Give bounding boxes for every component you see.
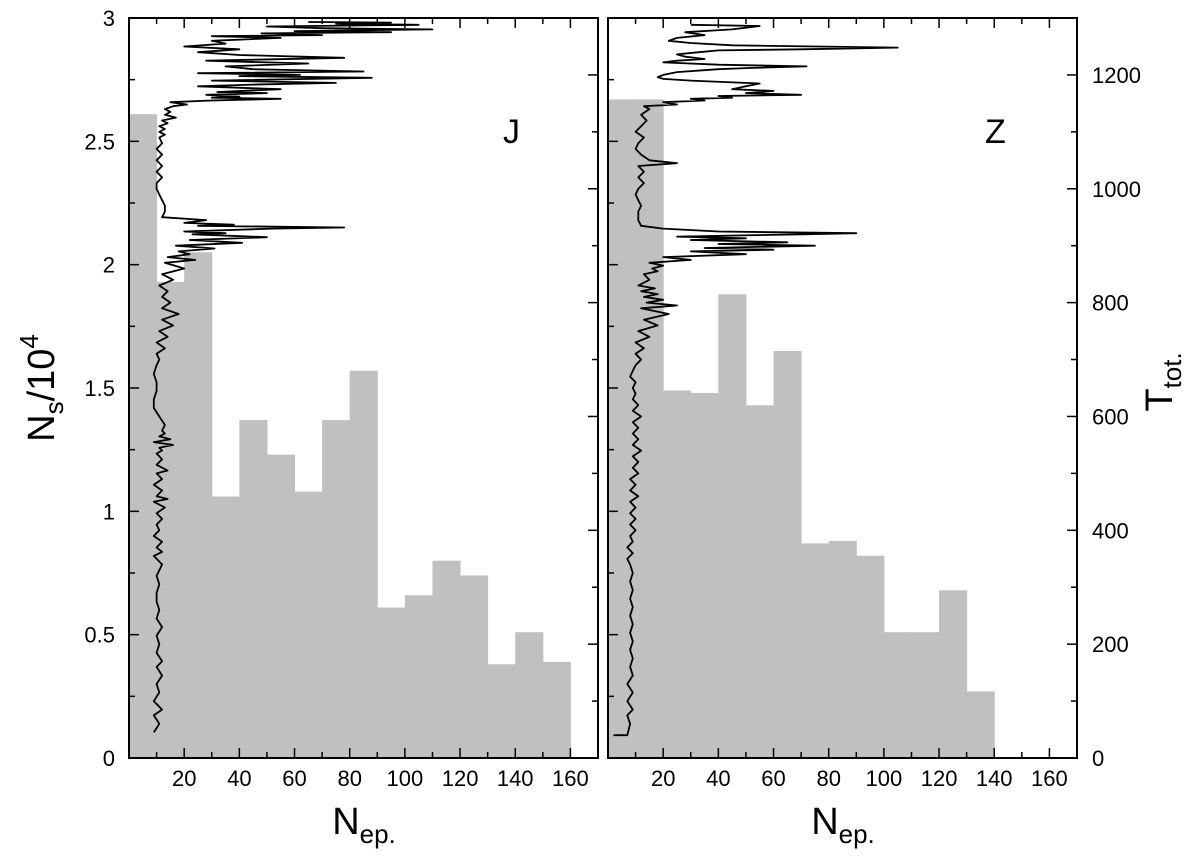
panel-z-tick-labels: 20 40 60 80 100 120 140 160 [651,766,1068,791]
x-tick-label: 80 [816,766,840,791]
x-tick-label: 140 [497,766,534,791]
y-tick-label-right: 400 [1092,518,1129,543]
bar [966,691,995,758]
bar [294,491,323,758]
y-axis-right-title: Ttot. [1139,352,1187,411]
x-tick-label: 80 [337,766,361,791]
bar [635,99,664,758]
y-tick-label-left: 1 [103,499,115,524]
bar [432,560,461,758]
panel-j-frame [128,17,599,759]
bar [322,420,351,758]
x-tick-label: 160 [552,766,589,791]
y-tick-label-left: 0 [103,746,115,771]
y-tick-label-left: 0.5 [84,623,115,648]
panel-j-line-group [152,21,434,733]
panel-z-bars [608,99,995,758]
bar [542,661,571,758]
bar [460,575,489,758]
y-tick-label-right: 1000 [1092,177,1141,202]
panel-j-tick-labels: 20 40 60 80 100 120 140 160 0 0.5 1 1.5 2 2.5 3 [84,6,588,791]
x-tick-label: 160 [1031,766,1068,791]
panel-z-frame [607,17,1078,759]
bar [184,252,213,758]
series-line [613,23,899,737]
panel-j-label: J [503,113,520,151]
panel-j-bars [129,114,571,758]
bar [828,540,857,758]
bar [911,632,940,758]
bar [349,370,378,758]
x-tick-label: 100 [387,766,424,791]
x-axis-title-z: Nep. [811,801,875,849]
x-tick-label: 60 [761,766,785,791]
bar [856,555,885,758]
bar [129,114,158,758]
x-tick-label: 140 [976,766,1013,791]
y-tick-label-right: 200 [1092,632,1129,657]
bar [663,390,692,758]
panel-z-label: Z [985,113,1006,151]
bar [515,632,544,758]
y-tick-label-left: 1.5 [84,376,115,401]
bar [404,595,433,758]
panel-z: 20 40 60 80 100 120 140 160 Z [607,17,1078,791]
bar [266,454,296,758]
x-tick-label: 20 [172,766,196,791]
bar [211,496,240,758]
x-tick-label: 40 [227,766,251,791]
x-tick-label: 120 [442,766,479,791]
y-tick-label-left: 3 [103,6,115,31]
bar [883,632,912,758]
bar [718,294,747,758]
x-tick-label: 100 [866,766,903,791]
y-tick-label-left: 2.5 [84,129,115,154]
right-y-tick-labels: 0 200 400 600 800 1000 1200 [1092,63,1141,771]
bar [377,607,406,758]
y-tick-label-left: 2 [103,253,115,278]
panel-j: 20 40 60 80 100 120 140 160 0 0.5 1 1.5 2 2.5 3 J [84,6,599,791]
bar [745,405,775,758]
panel-z-line-group [613,23,899,737]
y-tick-label-right: 1200 [1092,63,1141,88]
bar [690,392,719,758]
bar [801,543,830,758]
bar [487,664,516,758]
bar [939,590,968,758]
x-tick-label: 40 [706,766,730,791]
y-tick-label-right: 600 [1092,405,1129,430]
x-axis-title-j: Nep. [332,801,396,849]
x-tick-label: 120 [921,766,958,791]
series-line [152,21,434,733]
bar [773,351,802,758]
y-tick-label-right: 800 [1092,291,1129,316]
y-tick-label-right: 0 [1092,746,1104,771]
x-tick-label: 20 [651,766,675,791]
y-axis-left-title: Ns/104 [14,334,69,442]
x-tick-label: 60 [282,766,306,791]
bar [239,420,268,758]
